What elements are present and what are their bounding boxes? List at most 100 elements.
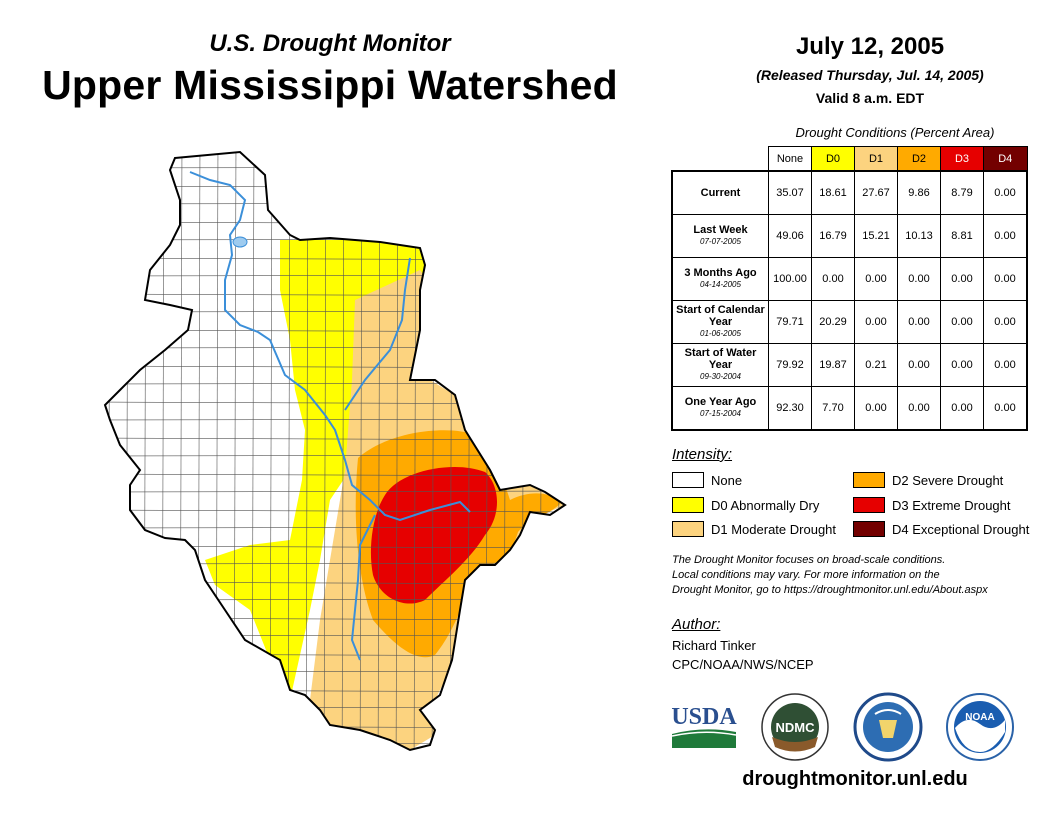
noaa-logo-text: NOAA xyxy=(965,712,994,723)
row-date: 07-15-2004 xyxy=(700,409,741,418)
table-cell: 9.86 xyxy=(897,170,941,215)
county-line xyxy=(105,509,565,513)
disclaimer-line-1: The Drought Monitor focuses on broad-sca… xyxy=(672,554,946,566)
table-cell: 8.79 xyxy=(940,170,984,215)
drought-conditions-table: None D0 D1 D2 D3 D4 Current 35.07 18.61 27.… xyxy=(671,146,1028,431)
table-body: Current 35.07 18.61 27.67 9.86 8.79 0.00 Last W… xyxy=(671,170,1028,431)
table-cell: 0.00 xyxy=(897,300,941,344)
county-line xyxy=(341,152,345,750)
legend-d3: D3 Extreme Drought xyxy=(853,497,1011,513)
table-cell: 0.00 xyxy=(983,214,1028,258)
legend-swatch-d2 xyxy=(853,472,885,488)
table-cell: 0.00 xyxy=(940,386,984,431)
col-d3-header: D3 xyxy=(940,146,984,172)
table-cell: 0.00 xyxy=(897,343,941,387)
commerce-logo xyxy=(853,692,923,762)
row-date: 01-06-2005 xyxy=(700,329,741,338)
table-cell: 0.00 xyxy=(940,257,984,301)
usda-logo-text: USDA xyxy=(671,704,737,730)
table-row: Last Week 07-07-2005 49.06 16.79 15.21 10.13 8… xyxy=(671,214,1028,258)
release-date: (Released Thursday, Jul. 14, 2005) xyxy=(756,67,984,83)
county-line xyxy=(105,166,565,169)
ndmc-logo-disc xyxy=(771,703,819,751)
row-label: Current xyxy=(671,170,769,215)
table-corner xyxy=(672,147,769,172)
county-line xyxy=(105,152,565,153)
author-title: Author: xyxy=(672,616,721,633)
river-south xyxy=(350,514,376,661)
author-org: CPC/NOAA/NWS/NCEP xyxy=(672,657,814,672)
legend-label-none: None xyxy=(711,472,743,488)
table-cell: 0.00 xyxy=(983,170,1028,215)
table-cell: 0.00 xyxy=(983,343,1028,387)
col-d1-header: D1 xyxy=(854,146,898,172)
legend-label-d4: D4 Exceptional Drought xyxy=(892,521,1030,537)
map-subtitle: U.S. Drought Monitor xyxy=(209,30,451,57)
st-croix-river xyxy=(344,257,411,411)
table-cell: 0.00 xyxy=(854,257,898,301)
table-cell: 27.67 xyxy=(854,170,898,215)
legend-swatch-none xyxy=(672,472,704,488)
county-line xyxy=(105,490,565,493)
legend-swatch-d1 xyxy=(672,521,704,537)
county-line xyxy=(323,152,327,750)
table-cell: 100.00 xyxy=(768,257,812,301)
mississippi-river xyxy=(189,171,471,522)
table-cell: 0.00 xyxy=(897,257,941,301)
county-line xyxy=(105,526,565,529)
county-line xyxy=(485,152,489,750)
table-cell: 0.00 xyxy=(854,300,898,344)
author-name: Richard Tinker xyxy=(672,638,756,653)
legend-d0: D0 Abnormally Dry xyxy=(672,497,819,513)
usda-logo-field xyxy=(672,729,736,748)
conditions-table-title: Drought Conditions (Percent Area) xyxy=(795,125,995,140)
legend-label-d3: D3 Extreme Drought xyxy=(892,497,1011,513)
footer-url[interactable]: droughtmonitor.unl.edu xyxy=(742,768,968,790)
valid-time: Valid 8 a.m. EDT xyxy=(815,90,925,106)
table-cell: 0.00 xyxy=(940,343,984,387)
county-line xyxy=(125,152,129,750)
county-line xyxy=(287,152,291,750)
row-label: Start of Water Year 09-30-2004 xyxy=(671,343,769,387)
row-date: 09-30-2004 xyxy=(700,372,741,381)
col-d4-header: D4 xyxy=(983,146,1028,172)
county-line xyxy=(503,152,507,750)
row-label-text: Current xyxy=(700,187,741,199)
row-date: 07-07-2005 xyxy=(700,237,741,246)
row-label: 3 Months Ago 04-14-2005 xyxy=(671,257,769,301)
county-line xyxy=(395,152,399,750)
row-date: 04-14-2005 xyxy=(700,280,741,289)
table-cell: 0.00 xyxy=(983,386,1028,431)
table-cell: 20.29 xyxy=(811,300,855,344)
table-row: Start of Water Year 09-30-2004 79.92 19.87 0… xyxy=(671,343,1028,387)
county-line xyxy=(539,152,543,750)
table-cell: 0.00 xyxy=(811,257,855,301)
row-label-text: Last Week xyxy=(693,224,748,236)
row-label-text: Start of Calendar Year xyxy=(676,304,765,328)
county-line xyxy=(305,152,309,750)
legend-d1: D1 Moderate Drought xyxy=(672,521,836,537)
col-none-header: None xyxy=(768,146,812,172)
intensity-title: Intensity: xyxy=(672,446,733,463)
legend-label-d1: D1 Moderate Drought xyxy=(711,521,837,537)
row-label: Last Week 07-07-2005 xyxy=(671,214,769,258)
table-cell: 7.70 xyxy=(811,386,855,431)
county-line xyxy=(105,202,565,205)
noaa-logo: NOAA xyxy=(946,693,1014,761)
table-cell: 0.00 xyxy=(983,257,1028,301)
county-line xyxy=(105,221,565,225)
county-line xyxy=(90,762,580,764)
usda-logo: USDA xyxy=(671,704,737,748)
map-date: July 12, 2005 xyxy=(795,33,945,60)
county-line xyxy=(521,152,525,750)
table-cell: 79.92 xyxy=(768,343,812,387)
table-cell: 16.79 xyxy=(811,214,855,258)
table-cell: 10.13 xyxy=(897,214,941,258)
col-d2-header: D2 xyxy=(897,146,941,172)
legend-none: None xyxy=(672,472,742,488)
legend-swatch-d3 xyxy=(853,497,885,513)
table-cell: 15.21 xyxy=(854,214,898,258)
legend-label-d2: D2 Severe Drought xyxy=(892,472,1004,488)
county-line xyxy=(359,152,363,750)
county-line xyxy=(105,742,565,745)
